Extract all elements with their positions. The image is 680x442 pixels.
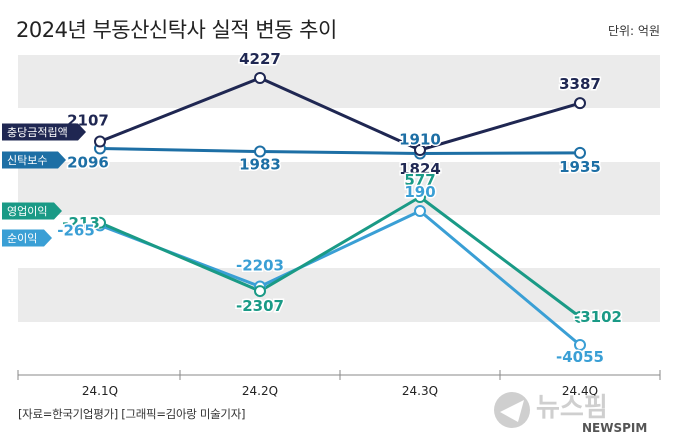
newspim-logo: 뉴스핌 NEWSPIM [494, 392, 647, 435]
series-line [99, 195, 581, 319]
data-point [414, 205, 426, 217]
data-point [254, 285, 266, 298]
data-label: -213 [62, 214, 100, 232]
logo-subtext: NEWSPIM [582, 421, 647, 435]
legend-tag-label: 신탁보수 [7, 154, 47, 167]
x-tick-label: 24.1Q [82, 384, 118, 398]
data-point [574, 146, 586, 159]
legend-tag: 영업이익 [2, 202, 62, 220]
chart-title: 2024년 부동산신탁사 실적 변동 추이 [16, 18, 337, 42]
logo-mark-text: 뉴스핌 [536, 393, 608, 423]
legend-tag: 신탁보수 [2, 151, 66, 169]
data-point [574, 97, 586, 110]
legend-tag: 충당금적립액 [2, 123, 86, 141]
grid-band [18, 162, 660, 215]
series-line [99, 76, 581, 152]
x-tick-label: 24.4Q [562, 384, 598, 398]
grid-band [18, 55, 660, 108]
data-point [574, 339, 586, 351]
legend-tag-shape [2, 123, 86, 141]
unit-label: 단위: 억원 [607, 24, 660, 38]
data-label: 577 [404, 171, 435, 189]
legend-tag-label: 충당금적립액 [7, 126, 68, 139]
data-label: 1910 [399, 131, 441, 149]
legend-tag-shape [2, 229, 52, 247]
legend-tag-shape [2, 202, 62, 220]
data-label: 3387 [559, 75, 601, 93]
legend-tag-shape [2, 151, 66, 169]
x-tick-label: 24.3Q [402, 384, 438, 398]
data-label: 1935 [559, 158, 601, 176]
data-label: 1983 [239, 156, 281, 174]
data-point [574, 311, 586, 323]
data-point [414, 144, 426, 156]
data-label: -2203 [236, 257, 284, 275]
data-point [94, 216, 106, 229]
x-tick-label: 24.2Q [242, 384, 278, 398]
source-credit: [자료=한국기업평가] [그래픽=김아랑 미술기자] [18, 407, 246, 421]
data-point [414, 191, 426, 203]
data-label: -4055 [556, 348, 604, 366]
legend-tag: 순이익 [2, 229, 52, 247]
data-label: 1824 [399, 160, 441, 178]
legend-tag-label: 순이익 [7, 232, 37, 245]
data-label: -3102 [574, 308, 622, 326]
data-point [254, 145, 266, 158]
legend-tag-label: 영업이익 [7, 205, 47, 218]
data-label: 4227 [239, 50, 281, 68]
data-point [94, 135, 106, 148]
data-label: -2307 [236, 297, 284, 315]
data-point [254, 72, 266, 84]
grid-band [18, 268, 660, 322]
data-label: -265 [57, 221, 95, 239]
series-line [99, 147, 581, 155]
data-label: 190 [404, 183, 435, 201]
data-label: 2096 [67, 154, 109, 172]
